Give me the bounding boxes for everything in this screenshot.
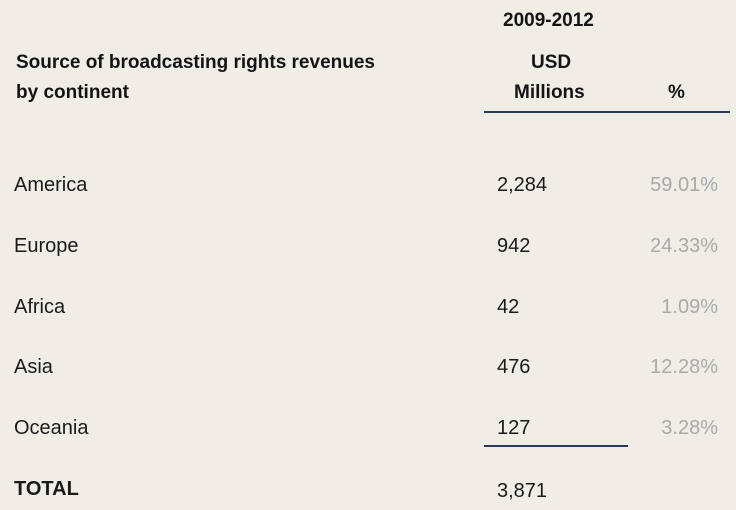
row-value-europe: 942 <box>497 235 531 257</box>
row-label-america: America <box>14 174 88 196</box>
subtotal-rule <box>484 445 628 447</box>
usd-header-line2: Millions <box>514 82 585 103</box>
period-header: 2009-2012 <box>503 10 594 31</box>
total-label: TOTAL <box>14 478 79 500</box>
row-pct-america: 59.01% <box>650 174 718 196</box>
row-pct-oceania: 3.28% <box>661 417 718 439</box>
row-label-asia: Asia <box>14 356 53 378</box>
row-value-oceania: 127 <box>497 417 531 439</box>
table-title-line1: Source of broadcasting rights revenues <box>16 52 375 73</box>
row-pct-europe: 24.33% <box>650 235 718 257</box>
row-value-asia: 476 <box>497 356 531 378</box>
usd-header-line1: USD <box>531 52 572 73</box>
row-value-america: 2,284 <box>497 174 548 196</box>
row-pct-africa: 1.09% <box>661 296 718 318</box>
row-label-oceania: Oceania <box>14 417 89 439</box>
header-rule <box>484 111 730 113</box>
row-value-africa: 42 <box>497 296 520 318</box>
table-title-line2: by continent <box>16 82 129 103</box>
row-pct-asia: 12.28% <box>650 356 718 378</box>
row-label-europe: Europe <box>14 235 79 257</box>
row-label-africa: Africa <box>14 296 66 318</box>
total-value: 3,871 <box>497 480 548 502</box>
pct-header: % <box>668 82 685 103</box>
